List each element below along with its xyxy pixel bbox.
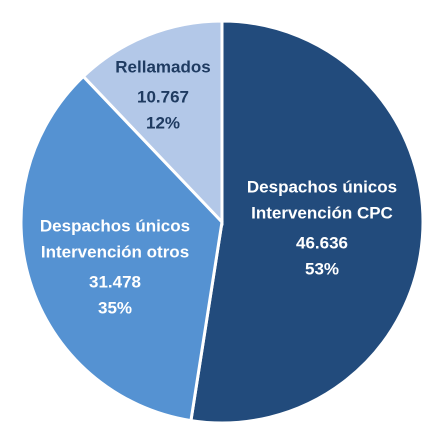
pie-slice	[189, 19, 423, 424]
slice-label: Intervención CPC	[251, 203, 393, 222]
pie-slice	[81, 19, 224, 226]
slice-value: 10.767	[137, 87, 189, 106]
pie-slice	[19, 74, 224, 423]
slice-percent: 35%	[98, 298, 132, 317]
slice-value: 46.636	[296, 233, 348, 252]
slice-percent: 53%	[305, 259, 339, 278]
slice-label: Despachos únicos	[40, 216, 190, 235]
slice-percent: 12%	[146, 113, 180, 132]
slice-value: 31.478	[89, 272, 141, 291]
slice-label: Intervención otros	[41, 242, 189, 261]
slice-label: Rellamados	[115, 57, 210, 76]
slice-label: Despachos únicos	[247, 177, 397, 196]
